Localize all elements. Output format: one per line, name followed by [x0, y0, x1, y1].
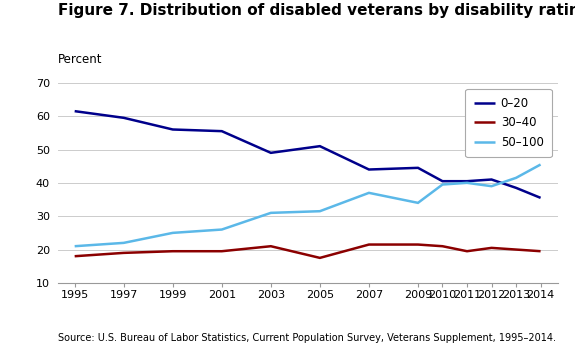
Text: Percent: Percent	[58, 53, 102, 67]
50–100	[463, 181, 470, 185]
0–20	[316, 144, 323, 148]
0–20	[537, 196, 544, 200]
50–100	[537, 162, 544, 167]
50–100	[120, 241, 127, 245]
0–20	[415, 166, 421, 170]
30–40	[120, 251, 127, 255]
0–20	[488, 177, 495, 181]
0–20	[463, 179, 470, 183]
30–40	[316, 256, 323, 260]
50–100	[366, 191, 373, 195]
Text: Source: U.S. Bureau of Labor Statistics, Current Population Survey, Veterans Sup: Source: U.S. Bureau of Labor Statistics,…	[58, 333, 555, 343]
0–20	[513, 186, 520, 190]
30–40	[71, 254, 78, 258]
30–40	[513, 247, 520, 252]
30–40	[463, 249, 470, 253]
30–40	[267, 244, 274, 248]
30–40	[439, 244, 446, 248]
Line: 0–20: 0–20	[75, 111, 540, 198]
50–100	[169, 231, 176, 235]
30–40	[537, 249, 544, 253]
0–20	[169, 127, 176, 131]
0–20	[218, 129, 225, 133]
30–40	[415, 243, 421, 247]
0–20	[267, 151, 274, 155]
0–20	[366, 167, 373, 171]
50–100	[439, 183, 446, 187]
Legend: 0–20, 30–40, 50–100: 0–20, 30–40, 50–100	[465, 89, 552, 157]
0–20	[439, 179, 446, 183]
30–40	[488, 246, 495, 250]
30–40	[366, 243, 373, 247]
50–100	[71, 244, 78, 248]
Line: 30–40: 30–40	[75, 245, 540, 258]
Line: 50–100: 50–100	[75, 165, 540, 246]
0–20	[120, 116, 127, 120]
50–100	[316, 209, 323, 213]
50–100	[415, 201, 421, 205]
30–40	[218, 249, 225, 253]
50–100	[513, 176, 520, 180]
50–100	[218, 227, 225, 231]
0–20	[71, 109, 78, 113]
30–40	[169, 249, 176, 253]
50–100	[267, 211, 274, 215]
50–100	[488, 184, 495, 188]
Text: Figure 7. Distribution of disabled veterans by disability rating: Figure 7. Distribution of disabled veter…	[58, 3, 575, 18]
